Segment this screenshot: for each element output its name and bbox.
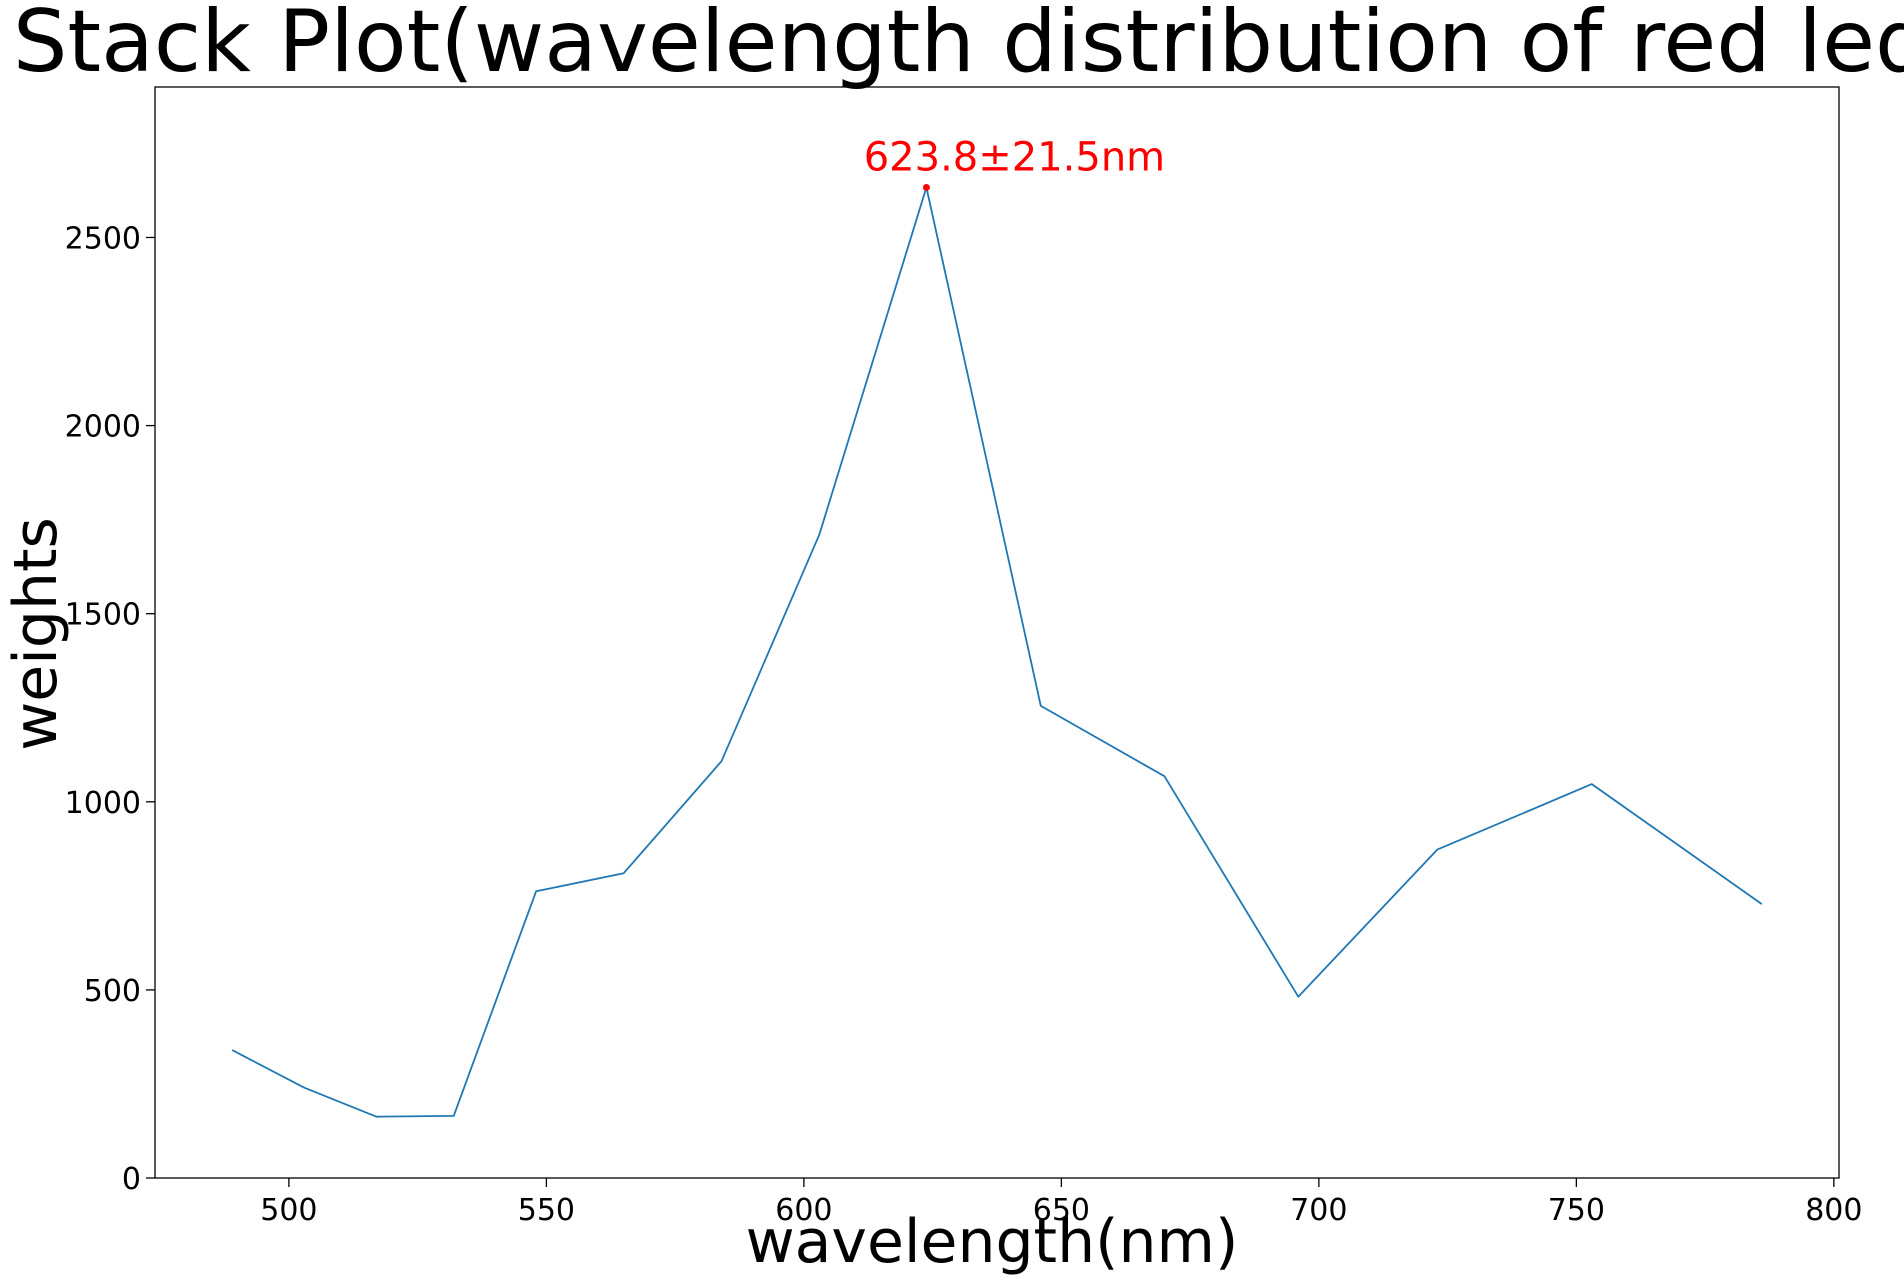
plot-frame xyxy=(154,86,1840,1179)
y-tick-label: 500 xyxy=(84,974,141,1009)
peak-marker xyxy=(922,183,930,191)
chart-title: Stack Plot(wavelength distribution of re… xyxy=(13,0,1904,92)
x-tick-label: 750 xyxy=(1548,1193,1605,1228)
x-axis-label: wavelength(nm) xyxy=(746,1207,1239,1277)
y-tick-label: 2500 xyxy=(65,221,141,256)
x-tick-label: 800 xyxy=(1805,1193,1862,1228)
peak-annotation: 623.8±21.5nm xyxy=(864,134,1165,180)
y-tick-label: 1500 xyxy=(65,598,141,633)
y-axis-label: weights xyxy=(1,517,71,751)
x-tick-label: 500 xyxy=(260,1193,317,1228)
y-tick-label: 0 xyxy=(122,1162,141,1197)
y-tick-label: 2000 xyxy=(65,410,141,445)
x-tick-label: 600 xyxy=(775,1193,832,1228)
x-tick-label: 550 xyxy=(518,1193,575,1228)
x-tick-label: 650 xyxy=(1033,1193,1090,1228)
y-tick-label: 1000 xyxy=(65,786,141,821)
x-tick-label: 700 xyxy=(1290,1193,1347,1228)
series-line xyxy=(231,186,1763,1118)
plot-area: 500 550 600 650 700 750 800 0 500 1000 1500 2000 250… xyxy=(65,86,1862,1228)
